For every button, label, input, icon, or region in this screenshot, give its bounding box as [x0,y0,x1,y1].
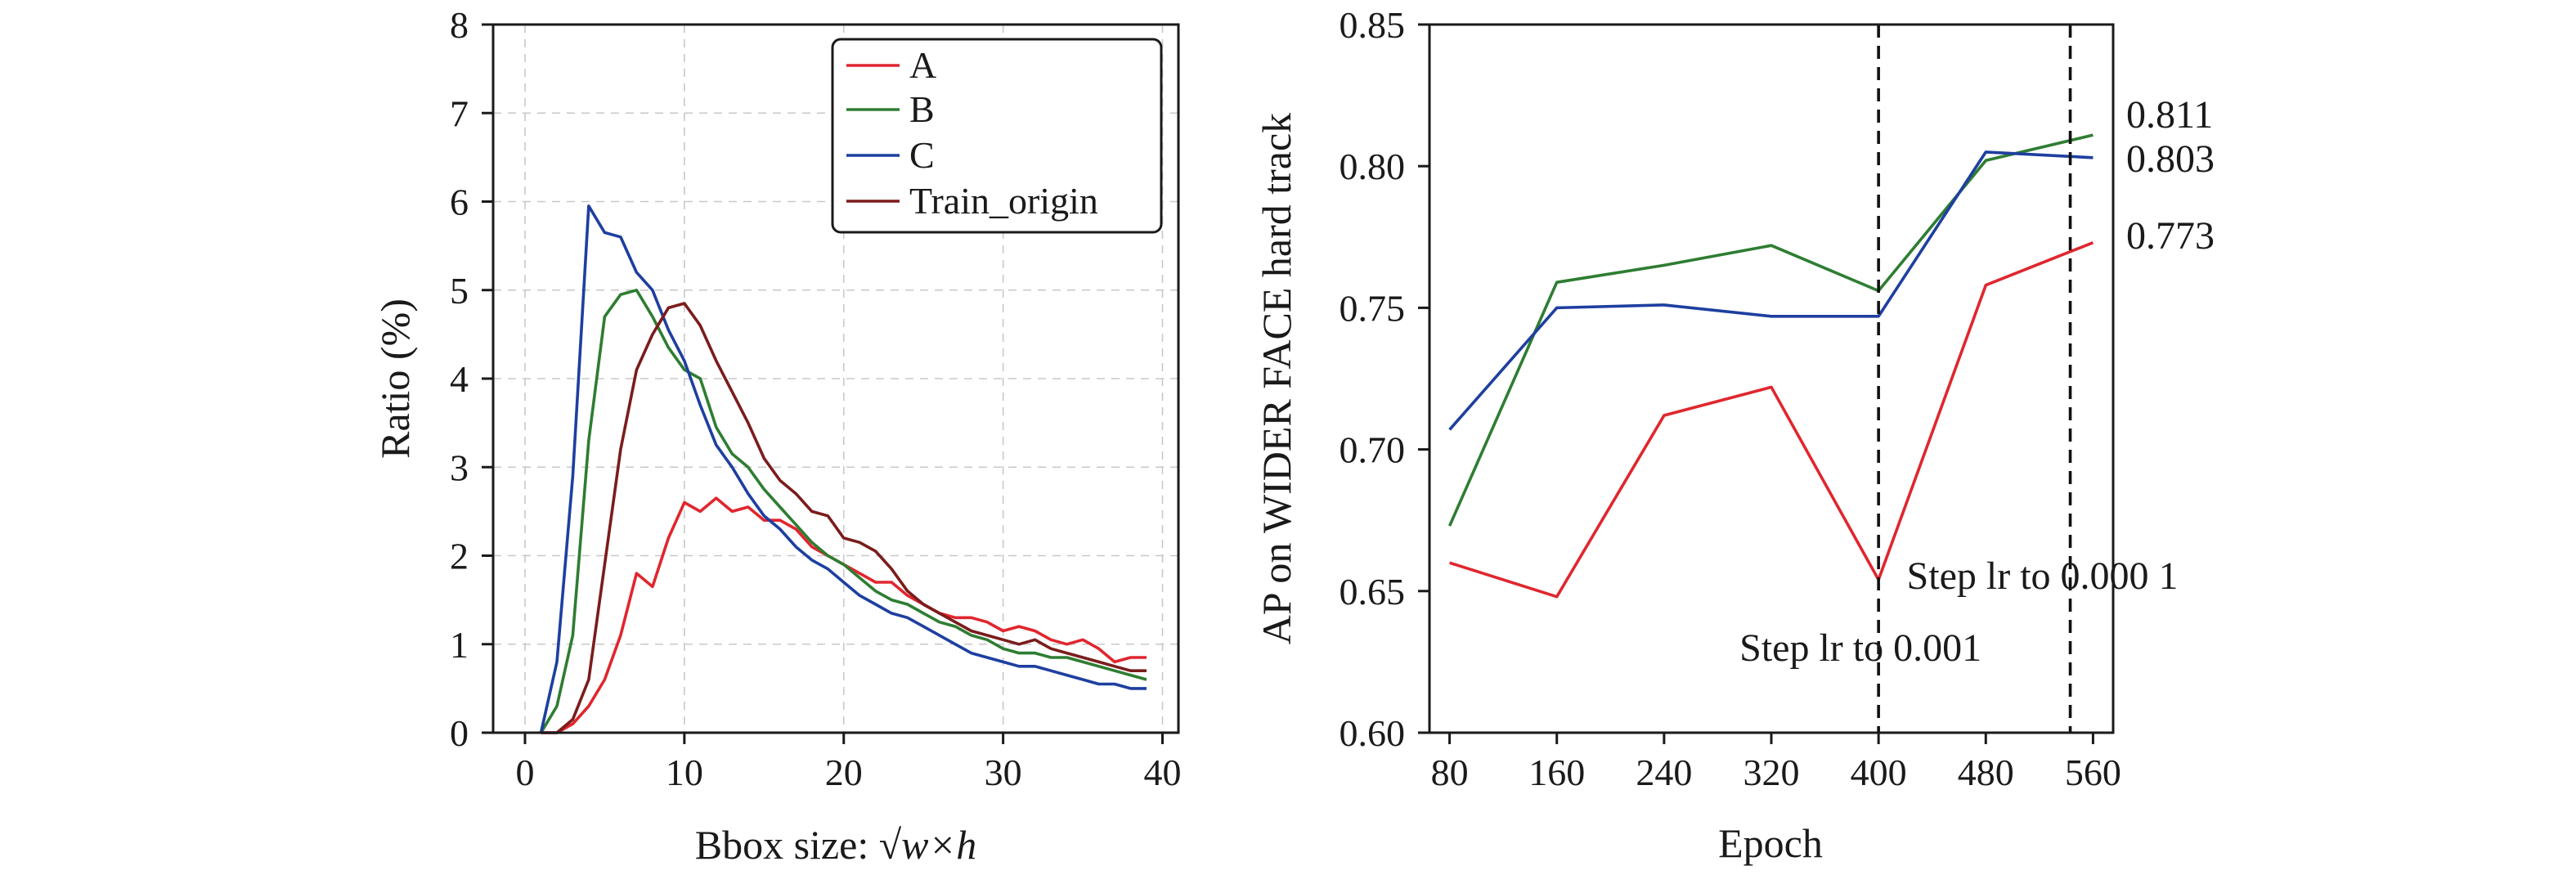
left-y-tick-label: 1 [450,624,469,666]
left-series-line-b [539,288,1147,734]
left-x-tick-label: 10 [666,752,703,793]
left-legend: A B C Train_origin [831,38,1163,234]
legend-label-train-origin: Train_origin [909,180,1098,222]
right-marker-annotation: Step lr to 0.000 1 [1907,554,2179,598]
right-x-tick-label: 240 [1636,752,1692,793]
left-series-line-c [539,204,1147,734]
right-x-tick-label: 480 [1958,752,2014,793]
right-x-axis-label: Epoch [1718,820,1823,866]
right-y-tick-label: 0.75 [1340,287,1406,329]
right-series-line-2 [1448,150,2094,431]
right-series-line-1 [1447,133,2094,527]
right-vertical-markers: Step lr to 0.001 Step lr to 0.000 1 [1739,25,2179,733]
right-x-tick-label: 400 [1851,752,1907,793]
right-x-tick-label: 160 [1528,752,1585,793]
right-x-tick-label: 320 [1744,752,1800,793]
legend-label-c: C [909,134,935,176]
left-y-tick-label: 2 [450,536,469,577]
left-y-tick-label: 8 [450,4,469,46]
left-y-tick-label: 3 [450,446,469,488]
left-ticks: 0 10 20 30 40 0 1 2 3 4 5 6 7 8 [450,4,1182,793]
left-y-tick-label: 7 [450,92,469,134]
right-series-group [1447,133,2094,599]
right-y-tick-label: 0.60 [1340,712,1406,754]
right-x-tick-label: 560 [2065,752,2121,793]
left-x-axis-label-math: √w×h [879,822,977,868]
right-y-tick-label: 0.65 [1340,571,1406,612]
legend-label-a: A [909,44,936,86]
left-y-axis-label: Ratio (%) [372,298,418,459]
left-x-tick-label: 40 [1144,752,1182,793]
left-x-tick-label: 0 [515,752,534,793]
left-x-tick-label: 30 [985,752,1022,793]
left-series-group [539,204,1147,734]
left-y-tick-label: 6 [450,182,469,223]
legend-box [831,38,1163,234]
left-y-tick-label: 5 [450,270,469,312]
right-y-axis-label: AP on WIDER FACE hard track [1254,113,1299,644]
legend-label-b: B [909,88,935,130]
right-marker-annotation: Step lr to 0.001 [1739,626,1981,670]
right-y-tick-label: 0.70 [1340,429,1406,471]
left-x-axis-label: Bbox size: √w×h [695,822,977,868]
right-ticks: 80 160 240 320 400 480 560 0.60 0.65 0.70 0.75 0.80… [1340,4,2121,793]
left-x-axis-label-prefix: Bbox size: [695,822,879,868]
right-y-tick-label: 0.80 [1340,146,1406,187]
left-x-tick-label: 20 [825,752,863,793]
right-end-value-label: 0.811 [2126,93,2213,137]
right-y-tick-label: 0.85 [1340,4,1406,46]
right-series-line-0 [1449,241,2094,599]
right-chart: Step lr to 0.001 Step lr to 0.000 1 80 160… [1254,4,2215,866]
left-chart: 0 10 20 30 40 0 1 2 3 4 5 6 7 8 Ratio (%) Bbox size: … [372,4,1182,868]
right-end-value-label: 0.803 [2126,137,2215,181]
right-x-tick-label: 80 [1431,752,1469,793]
right-end-value-label: 0.773 [2126,214,2215,258]
left-y-tick-label: 0 [450,712,469,754]
left-series-line-train-origin [541,302,1147,734]
left-y-tick-label: 4 [450,358,469,400]
